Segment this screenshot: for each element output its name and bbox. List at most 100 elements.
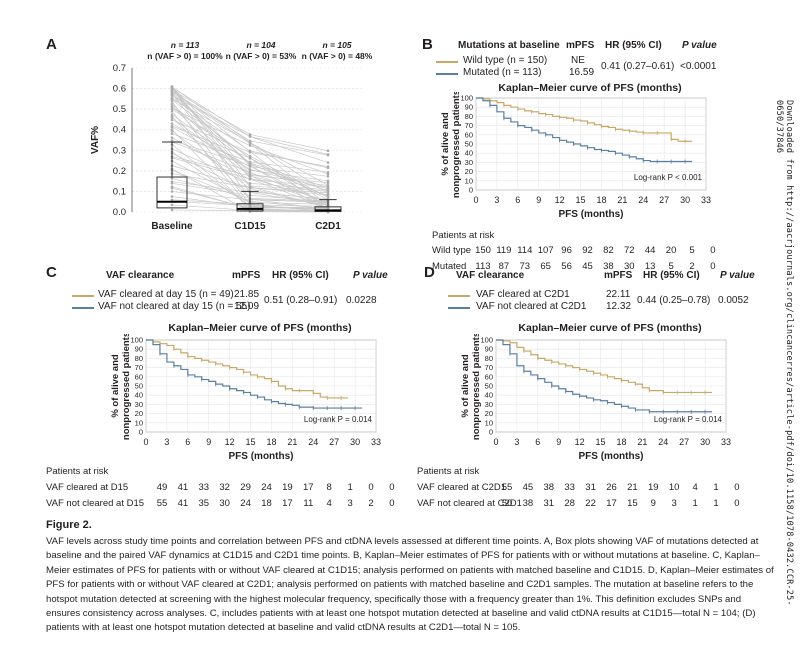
vaf-point <box>170 113 174 116</box>
vaf-point <box>326 153 330 157</box>
x-tick-label: 33 <box>371 437 381 447</box>
panel-b-row2-mpfs: 16.59 <box>569 67 595 78</box>
vaf-point <box>170 198 174 202</box>
panel-b-row2-label: Mutated (n = 113) <box>463 67 542 78</box>
y-axis-label-line2: nonprogressed patients <box>451 92 462 198</box>
vaf-point <box>170 93 174 96</box>
risk-value: 17 <box>606 498 617 509</box>
panel-c-header-mpfs: mPFS <box>232 270 261 281</box>
y-tick-label: 100 <box>130 336 143 345</box>
logrank-label: Log-rank P = 0.014 <box>304 415 373 424</box>
panel-c-row2-mpfs: 12.09 <box>234 301 260 312</box>
risk-value: 19 <box>648 482 659 493</box>
x-tick-label: 9 <box>206 437 211 447</box>
risk-row-label: VAF not cleared at D15 <box>46 498 145 509</box>
vaf-point <box>170 180 174 183</box>
x-axis-label: PFS (months) <box>229 451 294 462</box>
vaf-point <box>170 203 174 207</box>
x-category-label: C1D15 <box>234 221 266 232</box>
risk-value: 38 <box>603 261 614 272</box>
panel-b-hr: 0.41 (0.27–0.61) <box>601 61 675 72</box>
vaf-point <box>170 98 174 102</box>
panel-d-header-p: P value <box>720 270 755 281</box>
risk-value: 72 <box>624 245 635 256</box>
x-tick-label: 24 <box>658 437 668 447</box>
y-tick-label: 0.1 <box>113 186 126 197</box>
risk-value: 0 <box>368 482 374 493</box>
panel-b-km-title: Kaplan–Meier curve of PFS (months) <box>498 82 682 94</box>
y-tick-label: 20 <box>135 409 143 418</box>
vaf-point <box>248 187 252 190</box>
risk-value: 92 <box>582 245 593 256</box>
km-curve-tan <box>146 339 349 399</box>
risk-value: 50 <box>501 498 513 509</box>
vaf-point <box>326 189 330 193</box>
y-tick-label: 30 <box>135 400 143 409</box>
y-tick-label: 70 <box>465 121 473 130</box>
risk-value: 30 <box>219 498 230 509</box>
panel-d-label: D <box>424 264 435 281</box>
y-tick-label: 60 <box>485 372 493 381</box>
y-tick-label: 50 <box>465 140 473 149</box>
panel-d-header-vaf: VAF clearance <box>456 270 525 281</box>
vaf-point <box>248 185 252 188</box>
x-tick-label: 12 <box>575 437 585 447</box>
panel-d-row1-label: VAF cleared at C2D1 <box>476 289 570 300</box>
panel-c-km-title: Kaplan–Meier curve of PFS (months) <box>168 322 352 334</box>
y-tick-label: 0.4 <box>113 125 126 136</box>
risk-value: 45 <box>522 482 534 493</box>
risk-value: 24 <box>261 482 272 493</box>
x-tick-label: 21 <box>287 437 297 447</box>
panel-b-row1-label: Wild type (n = 150) <box>463 55 548 66</box>
risk-value: 96 <box>561 245 572 256</box>
panel-d-row2-mpfs: 12.32 <box>606 301 632 312</box>
risk-value: 5 <box>689 245 695 256</box>
panel-b-label: B <box>422 36 433 53</box>
risk-value: 21 <box>627 482 638 493</box>
header-n: n = 113 <box>170 40 200 50</box>
panel-d-km-title: Kaplan–Meier curve of PFS (months) <box>518 322 702 334</box>
risk-value: 119 <box>496 245 512 256</box>
risk-value: 0 <box>734 482 740 493</box>
y-tick-label: 0.6 <box>113 84 126 95</box>
panel-a-header-1: n = 113 n (VAF > 0) = 100% <box>140 40 230 62</box>
header-pct: n (VAF > 0) = 100% <box>147 51 223 61</box>
panel-c-row2-label: VAF not cleared at day 15 (n = 55) <box>98 301 251 312</box>
panel-c-row1-mpfs: 21.85 <box>234 289 260 300</box>
vaf-point <box>326 181 330 185</box>
vaf-point <box>248 156 252 160</box>
y-tick-label: 60 <box>465 130 473 139</box>
risk-value: 41 <box>177 482 189 493</box>
x-tick-label: 0 <box>493 437 498 447</box>
panel-c-risk-title: Patients at risk <box>46 466 109 477</box>
y-tick-label: 80 <box>465 112 473 121</box>
y-axis-label-line1: % of alive and <box>440 112 451 176</box>
box-iqr <box>236 203 264 212</box>
logrank-label: Log-rank P = 0.014 <box>654 415 723 424</box>
vaf-point <box>170 186 174 190</box>
risk-value: 65 <box>540 261 551 272</box>
vaf-point <box>326 186 330 189</box>
risk-value: 56 <box>561 261 572 272</box>
risk-value: 0 <box>734 498 740 509</box>
legend-line-tan <box>72 295 94 297</box>
risk-value: 1 <box>713 498 719 509</box>
x-tick-label: 18 <box>616 437 626 447</box>
panel-d-row2-label: VAF not cleared at C2D1 <box>476 301 587 312</box>
risk-value: 32 <box>219 482 230 493</box>
risk-value: 0 <box>389 482 395 493</box>
vaf-point <box>248 162 252 165</box>
y-tick-label: 0.7 <box>113 63 126 74</box>
x-tick-label: 33 <box>721 437 731 447</box>
risk-value: 3 <box>671 498 677 509</box>
panel-d-header-hr: HR (95% CI) <box>643 270 700 281</box>
risk-row-label: Mutated <box>432 261 467 272</box>
x-tick-label: 30 <box>700 437 710 447</box>
x-tick-label: 6 <box>185 437 190 447</box>
risk-value: 44 <box>644 245 656 256</box>
risk-value: 8 <box>326 482 332 493</box>
vaf-point <box>170 190 174 193</box>
x-tick-label: 3 <box>164 437 169 447</box>
vaf-point <box>170 110 174 113</box>
